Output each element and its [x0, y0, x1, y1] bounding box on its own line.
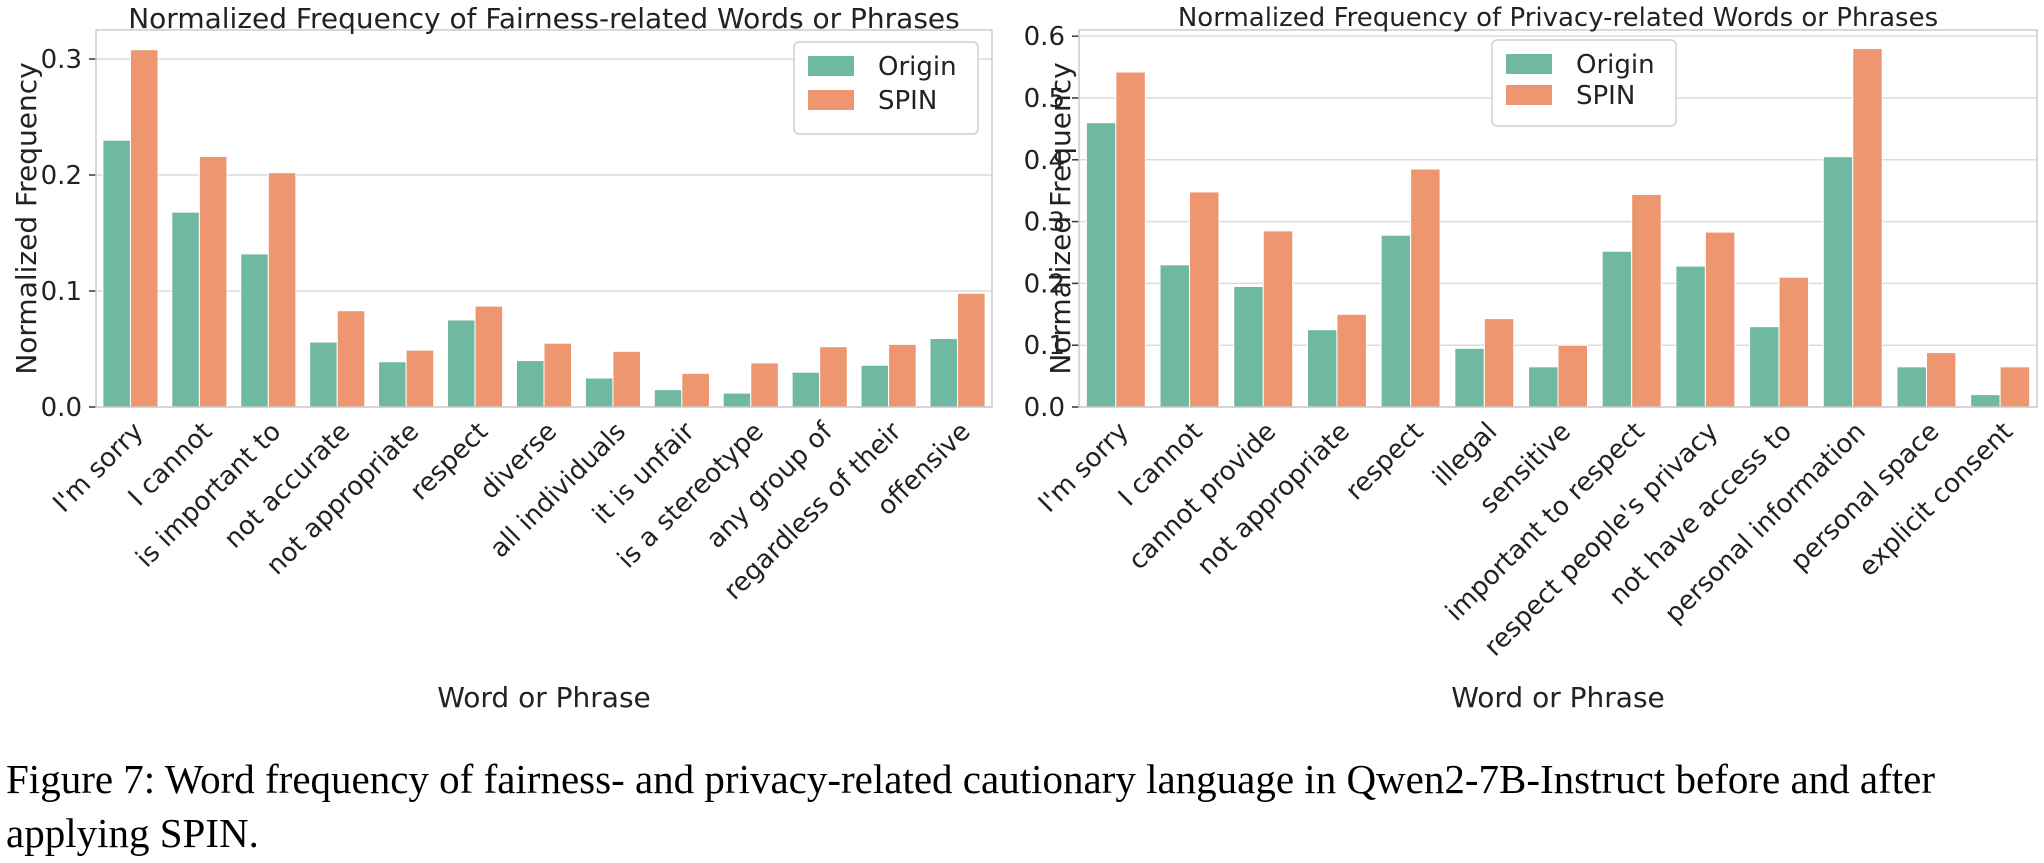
- figure-caption: Figure 7: Word frequency of fairness- an…: [6, 756, 1936, 856]
- x-axis-label: Word or Phrase: [1451, 681, 1665, 714]
- bar-origin: [929, 338, 959, 408]
- y-tick-label: 0.3: [1024, 208, 1065, 238]
- bar-spin: [1925, 352, 1957, 408]
- bar-spin: [198, 155, 228, 408]
- bar-spin: [1778, 276, 1810, 408]
- x-tick-label: respect: [1340, 417, 1430, 507]
- bar-origin: [1380, 234, 1412, 408]
- bar-spin: [681, 372, 710, 408]
- legend-swatch-spin: [1506, 85, 1552, 105]
- bar-origin: [1085, 122, 1117, 408]
- bar-spin: [1189, 191, 1220, 408]
- bar-origin: [860, 364, 890, 408]
- bar-spin: [1410, 168, 1441, 408]
- bar-spin: [1704, 231, 1736, 408]
- legend-label: Origin: [878, 52, 957, 82]
- bar-spin: [957, 292, 986, 408]
- bar-origin: [1159, 264, 1191, 408]
- bar-origin: [447, 319, 476, 408]
- bar-spin: [474, 305, 504, 408]
- legend-swatch-spin: [808, 90, 854, 110]
- bar-origin: [1601, 250, 1633, 408]
- y-tick-label: 0.3: [41, 45, 82, 75]
- bar-origin: [171, 211, 200, 408]
- bar-origin: [309, 341, 338, 408]
- bar-origin: [1528, 366, 1559, 408]
- bar-origin: [378, 361, 407, 408]
- bar-origin: [1822, 156, 1854, 408]
- bar-spin: [1557, 344, 1588, 408]
- legend-swatch-origin: [808, 56, 854, 76]
- bar-origin: [240, 253, 269, 408]
- bar-spin: [612, 350, 641, 408]
- bar-origin: [1896, 366, 1927, 408]
- bar-origin: [584, 377, 614, 408]
- bar-spin: [336, 310, 366, 408]
- bar-origin: [791, 371, 821, 408]
- y-tick-label: 0.5: [1024, 84, 1065, 114]
- chart-title: Normalized Frequency of Fairness-related…: [128, 2, 960, 35]
- bar-spin: [1631, 193, 1662, 408]
- bar-origin: [1233, 285, 1264, 408]
- y-axis-label: Normalized Frequency: [1044, 62, 1077, 374]
- y-tick-label: 0.1: [41, 277, 82, 307]
- bar-spin: [129, 49, 159, 408]
- bar-origin: [1749, 326, 1780, 408]
- bar-origin: [722, 392, 752, 408]
- x-tick-label: respect: [404, 417, 494, 507]
- plot-frame: [95, 29, 993, 408]
- bar-spin: [1852, 48, 1883, 408]
- x-axis-label: Word or Phrase: [437, 681, 651, 714]
- bar-origin: [515, 360, 545, 408]
- bar-spin: [819, 346, 848, 408]
- chart-title: Normalized Frequency of Privacy-related …: [1178, 3, 1938, 33]
- bar-origin: [1454, 347, 1485, 408]
- bar-spin: [267, 172, 297, 408]
- y-tick-label: 0.2: [41, 161, 82, 191]
- legend-label: Origin: [1576, 50, 1655, 80]
- bar-origin: [1306, 329, 1338, 408]
- y-tick-label: 0.0: [1024, 393, 1065, 423]
- y-axis-label: Normalized Frequency: [10, 62, 43, 374]
- bar-spin: [1999, 366, 2031, 408]
- bar-origin: [1675, 265, 1706, 408]
- legend-swatch-origin: [1506, 54, 1552, 74]
- bar-spin: [405, 349, 435, 408]
- bar-spin: [543, 342, 573, 408]
- legend-label: SPIN: [1576, 81, 1635, 111]
- y-tick-label: 0.4: [1024, 146, 1065, 176]
- plot-frame: [1078, 29, 2038, 408]
- legend-label: SPIN: [878, 86, 937, 116]
- x-tick-label: I'm sorry: [1033, 417, 1135, 519]
- bar-spin: [1336, 313, 1367, 408]
- bar-origin: [653, 389, 683, 408]
- bar-spin: [888, 343, 917, 408]
- y-tick-label: 0.1: [1024, 331, 1065, 361]
- y-tick-label: 0.2: [1024, 269, 1065, 299]
- bar-spin: [750, 362, 779, 408]
- bar-spin: [1483, 318, 1515, 408]
- bar-spin: [1262, 230, 1294, 408]
- bar-origin: [102, 139, 131, 408]
- y-tick-label: 0.6: [1024, 22, 1065, 52]
- bar-origin: [1970, 394, 2001, 408]
- y-tick-label: 0.0: [41, 393, 82, 423]
- bar-spin: [1115, 71, 1146, 408]
